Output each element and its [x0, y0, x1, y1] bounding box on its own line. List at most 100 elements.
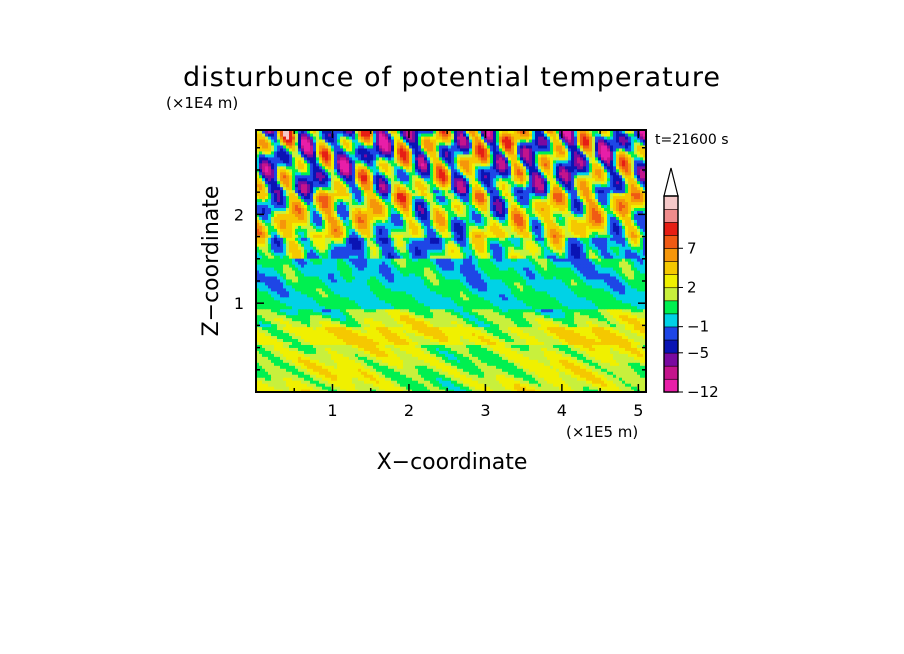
heatmap-cell [382, 371, 386, 375]
heatmap-cell [577, 326, 581, 331]
heatmap-cell [469, 332, 473, 337]
heatmap-cell [391, 338, 395, 342]
heatmap-cell [439, 332, 443, 337]
heatmap-cell [343, 317, 347, 322]
heatmap-cell [562, 332, 566, 337]
heatmap-cell [310, 347, 314, 351]
heatmap-cell [442, 323, 446, 328]
heatmap-cell [349, 323, 353, 328]
heatmap-cell [430, 374, 434, 378]
heatmap-cell [604, 305, 608, 310]
heatmap-cell [589, 281, 593, 286]
heatmap-cell [508, 338, 512, 342]
heatmap-cell [352, 278, 356, 283]
heatmap-cell [577, 350, 581, 354]
heatmap-cell [304, 389, 308, 393]
heatmap-cell [313, 359, 317, 363]
heatmap-cell [532, 374, 536, 378]
heatmap-cell [304, 374, 308, 378]
heatmap-cell [463, 380, 467, 384]
heatmap-cell [451, 377, 455, 381]
heatmap-cell [322, 389, 326, 393]
heatmap-cell [295, 347, 299, 351]
heatmap-cell [511, 338, 515, 342]
heatmap-cell [496, 362, 500, 366]
heatmap-cell [346, 305, 350, 310]
heatmap-cell [430, 305, 434, 310]
heatmap-cell [556, 284, 560, 289]
heatmap-cell [295, 296, 299, 301]
heatmap-cell [532, 356, 536, 360]
heatmap-cell [514, 389, 518, 393]
heatmap-cell [331, 305, 335, 310]
heatmap-cell [544, 389, 548, 393]
heatmap-cell [358, 320, 362, 325]
heatmap-cell [586, 326, 590, 331]
heatmap-cell [394, 299, 398, 304]
heatmap-cell [436, 287, 440, 292]
heatmap-cell [340, 341, 344, 345]
heatmap-cell [610, 386, 614, 390]
heatmap-cell [511, 335, 515, 340]
heatmap-cell [586, 281, 590, 286]
heatmap-cell [541, 389, 545, 393]
heatmap-cell [322, 308, 326, 313]
heatmap-cell [265, 386, 269, 390]
heatmap-cell [304, 287, 308, 292]
heatmap-cell [466, 329, 470, 334]
heatmap-cell [385, 374, 389, 378]
heatmap-cell [445, 386, 449, 390]
heatmap-cell [391, 332, 395, 337]
heatmap-cell [514, 350, 518, 354]
heatmap-cell [427, 317, 431, 322]
heatmap-cell [430, 356, 434, 360]
heatmap-cell [376, 353, 380, 357]
heatmap-cell [511, 356, 515, 360]
heatmap-cell [598, 317, 602, 322]
heatmap-cell [547, 284, 551, 289]
heatmap-cell [592, 359, 596, 363]
heatmap-cell [271, 320, 275, 325]
heatmap-cell [460, 278, 464, 283]
heatmap-cell [397, 293, 401, 298]
heatmap-cell [382, 356, 386, 360]
heatmap-cell [385, 275, 389, 280]
heatmap-cell [328, 281, 332, 286]
heatmap-cell [547, 332, 551, 337]
heatmap-cell [466, 317, 470, 322]
heatmap-cell [643, 362, 647, 366]
heatmap-cell [340, 317, 344, 322]
heatmap-cell [403, 359, 407, 363]
heatmap-cell [547, 374, 551, 378]
heatmap-cell [268, 359, 272, 363]
heatmap-cell [391, 308, 395, 313]
heatmap-cell [385, 320, 389, 325]
heatmap-cell [262, 389, 266, 393]
heatmap-cell [409, 323, 413, 328]
heatmap-cell [385, 359, 389, 363]
heatmap-cell [346, 374, 350, 378]
heatmap-cell [376, 377, 380, 381]
heatmap-cell [352, 371, 356, 375]
heatmap-cell [334, 347, 338, 351]
heatmap-cell [499, 368, 503, 372]
heatmap-cell [493, 335, 497, 340]
heatmap-cell [298, 275, 302, 280]
heatmap-cell [529, 353, 533, 357]
heatmap-cell [490, 350, 494, 354]
heatmap-cell [544, 368, 548, 372]
heatmap-cell [604, 386, 608, 390]
heatmap-cell [586, 290, 590, 295]
heatmap-cell [376, 278, 380, 283]
heatmap-cell [487, 281, 491, 286]
heatmap-cell [352, 299, 356, 304]
heatmap-cell [400, 299, 404, 304]
heatmap-cell [403, 323, 407, 328]
heatmap-cell [448, 368, 452, 372]
heatmap-cell [577, 287, 581, 292]
heatmap-cell [430, 353, 434, 357]
heatmap-cell [547, 299, 551, 304]
heatmap-cell [454, 326, 458, 331]
heatmap-cell [634, 320, 638, 325]
heatmap-cell [256, 326, 260, 331]
